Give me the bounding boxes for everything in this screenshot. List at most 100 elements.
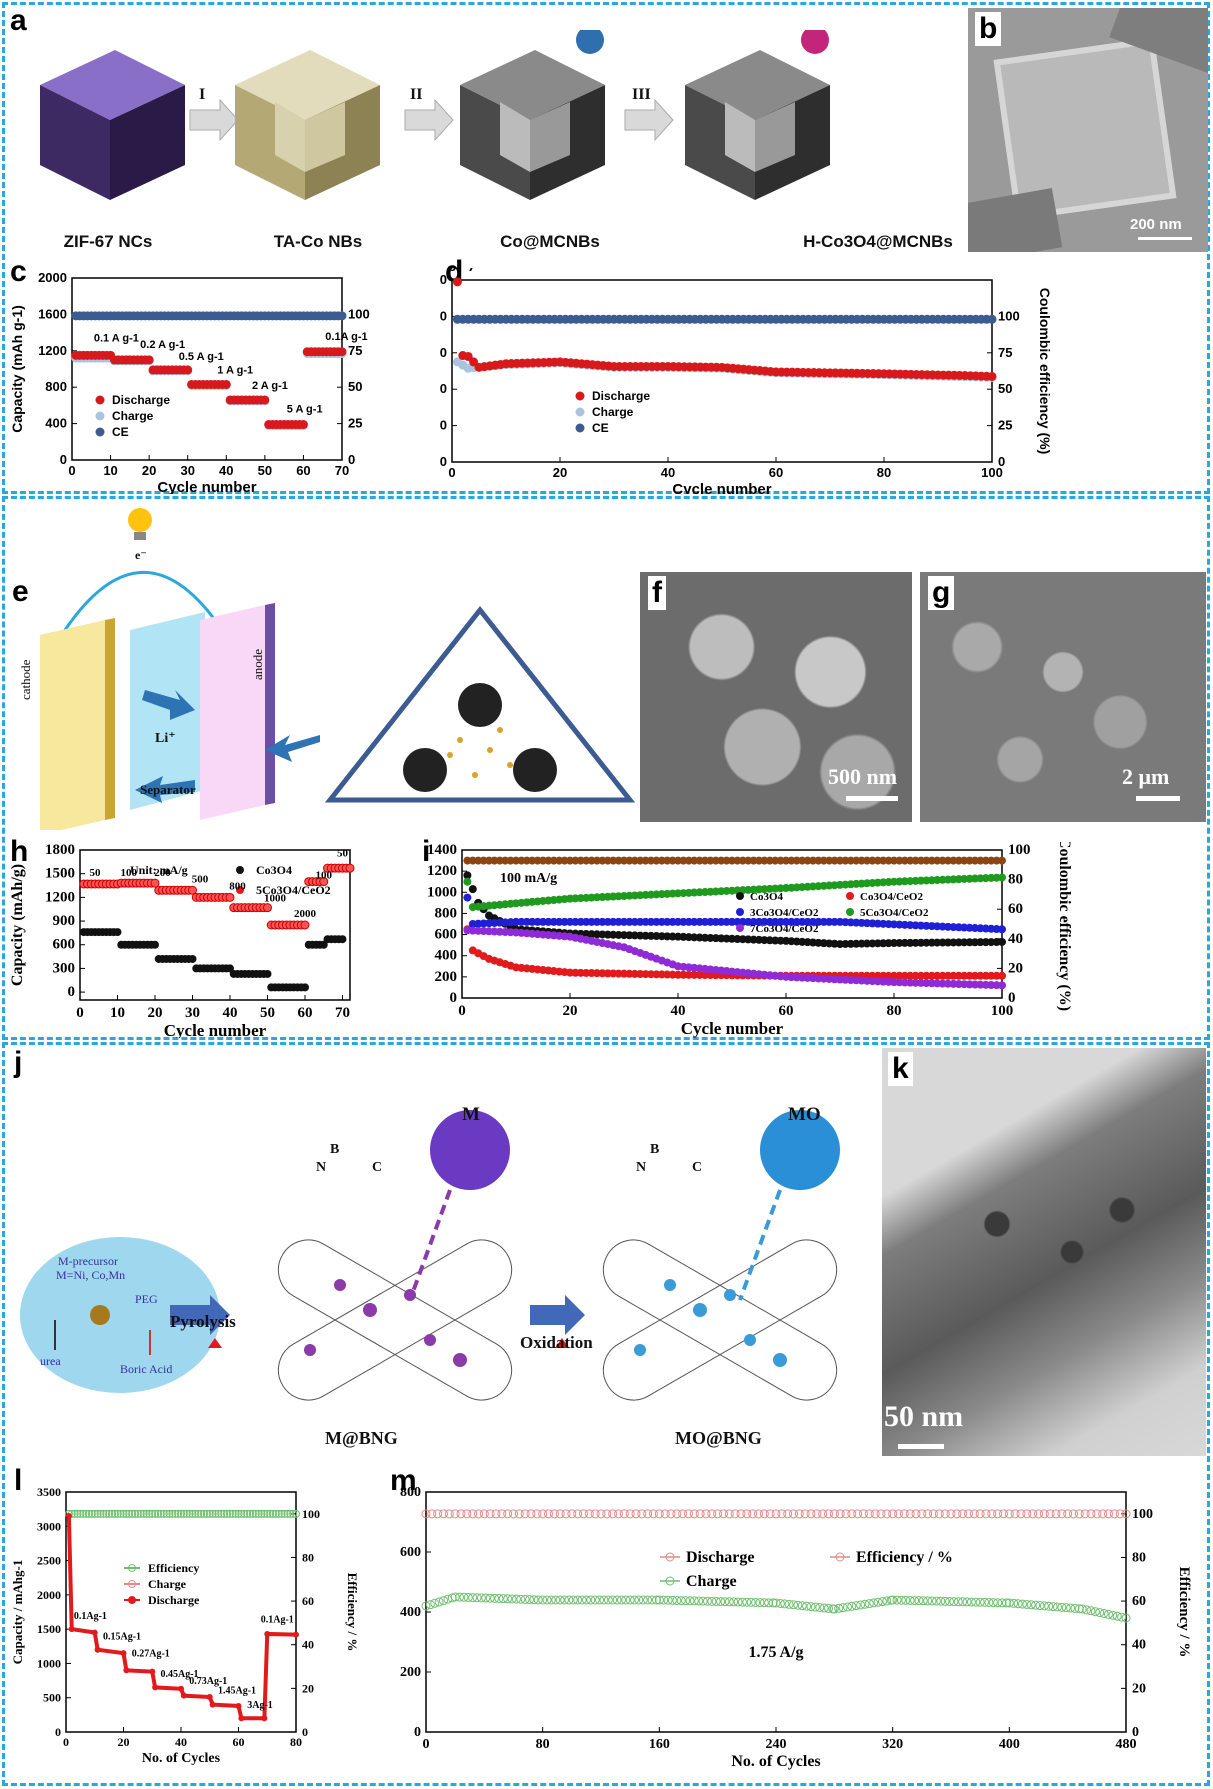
co3o4-ceo2-point: [300, 920, 310, 930]
step-label-co-mcnbs: Co@MCNBs: [500, 232, 600, 251]
y2-tick-label: 100: [998, 308, 1020, 323]
y-tick-label: 1200: [45, 889, 75, 905]
charge-point: [733, 1597, 743, 1607]
efficiency-point: [128, 1509, 137, 1518]
charge-point: [860, 1599, 870, 1609]
efficiency-point: [240, 1509, 249, 1518]
co3o4-ceo2-point: [150, 878, 160, 888]
efficiency-point: [625, 1509, 635, 1519]
efficiency-point: [876, 1509, 886, 1519]
x-tick-label: 80: [536, 1737, 550, 1752]
efficiency-point: [1069, 1509, 1078, 1519]
unit-label: Unit: mA/g: [130, 863, 188, 877]
charge-point: [612, 1595, 622, 1605]
legend-label: Co3O4/CeO2: [860, 891, 923, 903]
x-tick-label: 0: [448, 465, 455, 480]
rate-annotation: 0.2 A g-1: [140, 339, 185, 351]
charge-point: [520, 1594, 530, 1604]
charge-point: [931, 1596, 941, 1606]
efficiency-point: [136, 1509, 145, 1518]
m-label: M: [462, 1104, 480, 1125]
efficiency-point: [829, 1509, 839, 1519]
efficiency-point: [864, 1509, 874, 1519]
y-tick-label: 400: [45, 416, 67, 431]
section-frame-jm: [2, 1042, 1210, 1786]
y2-axis-label: Coulombic efficiency (%): [1037, 288, 1053, 454]
x-tick-label: 60: [296, 463, 310, 478]
x-tick-label: 40: [661, 465, 675, 480]
efficiency-point: [608, 1509, 618, 1519]
discharge-point: [178, 1685, 184, 1692]
co3o4-ceo2-point: [319, 877, 329, 887]
efficiency-point: [952, 1509, 962, 1519]
y2-tick-label: 20: [302, 1681, 314, 1695]
efficiency-point: [660, 1509, 670, 1519]
y-tick-label: 600: [435, 927, 458, 943]
charge-point: [824, 1603, 833, 1613]
charge-point: [481, 1593, 491, 1603]
legend-marker: [736, 892, 744, 900]
panel-label-j: j: [14, 1046, 23, 1079]
charge-point: [755, 1598, 765, 1608]
efficiency-point: [205, 1509, 214, 1518]
chart-h: 0 10 20 30 40 50 60 70 0 300 600 900 1200 1500 1800 Cyc…: [9, 842, 355, 1038]
x-tick-label: 60: [233, 1735, 245, 1749]
efficiency-point: [526, 1509, 536, 1519]
scale-bar-k: [898, 1444, 944, 1449]
rate-annotation: 100: [316, 869, 333, 881]
c-atom-label-2: C: [692, 1160, 703, 1175]
efficiency-point: [197, 1509, 206, 1518]
charge-point: [516, 1594, 526, 1604]
charge-point: [430, 1598, 440, 1608]
efficiency-point: [724, 1509, 734, 1519]
charge-point: [971, 1597, 981, 1607]
efficiency-point: [237, 1509, 246, 1518]
rate-annotation: 3Ag-1: [247, 1700, 273, 1711]
efficiency-point: [619, 1509, 629, 1519]
y2-tick-label: 75: [998, 345, 1012, 360]
charge-point: [1048, 1602, 1058, 1612]
charge-point: [914, 1596, 924, 1606]
efficiency-point: [567, 1509, 577, 1519]
y-tick-label: 400: [400, 1605, 421, 1620]
charge-point: [1070, 1603, 1080, 1613]
efficiency-point: [179, 1509, 188, 1518]
series-point: [998, 971, 1006, 980]
charge-point: [651, 1595, 661, 1605]
discharge-point: [183, 365, 193, 375]
panel-label-f: f: [648, 576, 666, 610]
efficiency-point: [200, 1509, 208, 1518]
charge-point: [759, 1598, 769, 1608]
efficiency-point: [771, 1509, 781, 1519]
y2-tick-label: 60: [302, 1594, 314, 1608]
efficiency-point: [1022, 1509, 1032, 1519]
panel-label-c: c: [10, 255, 27, 288]
legend-label: Discharge: [592, 389, 650, 403]
y2-tick-label: 100: [1008, 842, 1031, 858]
charge-point: [1044, 1601, 1054, 1611]
x-tick-label: 480: [1116, 1737, 1137, 1752]
efficiency-point: [289, 1509, 298, 1518]
efficiency-point: [555, 1509, 565, 1519]
scale-bar-g: [1136, 796, 1180, 801]
y-axis-label: Capacity / mAhg-1: [10, 1560, 25, 1665]
y-tick-label: 1000: [427, 884, 457, 900]
efficiency-point: [87, 1509, 96, 1518]
y-tick-label: 1200: [427, 863, 457, 879]
charge-point: [997, 1598, 1007, 1608]
charge-point: [1066, 1603, 1076, 1613]
electron-label: e⁻: [135, 548, 147, 562]
charge-point: [590, 1595, 600, 1605]
charge-point: [595, 1595, 605, 1605]
efficiency-point: [812, 1509, 822, 1519]
charge-point: [459, 1592, 469, 1602]
y-tick-label: 1800: [45, 842, 75, 858]
y-tick-label: 1600: [440, 308, 447, 323]
charge-point: [659, 1595, 669, 1605]
charge-point: [936, 1596, 946, 1606]
efficiency-point: [251, 1509, 260, 1518]
efficiency-point: [1074, 1509, 1084, 1519]
chart-c: 0 10 20 30 40 50 60 700400800120016002000025507…: [9, 270, 370, 494]
charge-point: [533, 1595, 543, 1605]
x-tick-label: 40: [223, 1005, 238, 1021]
